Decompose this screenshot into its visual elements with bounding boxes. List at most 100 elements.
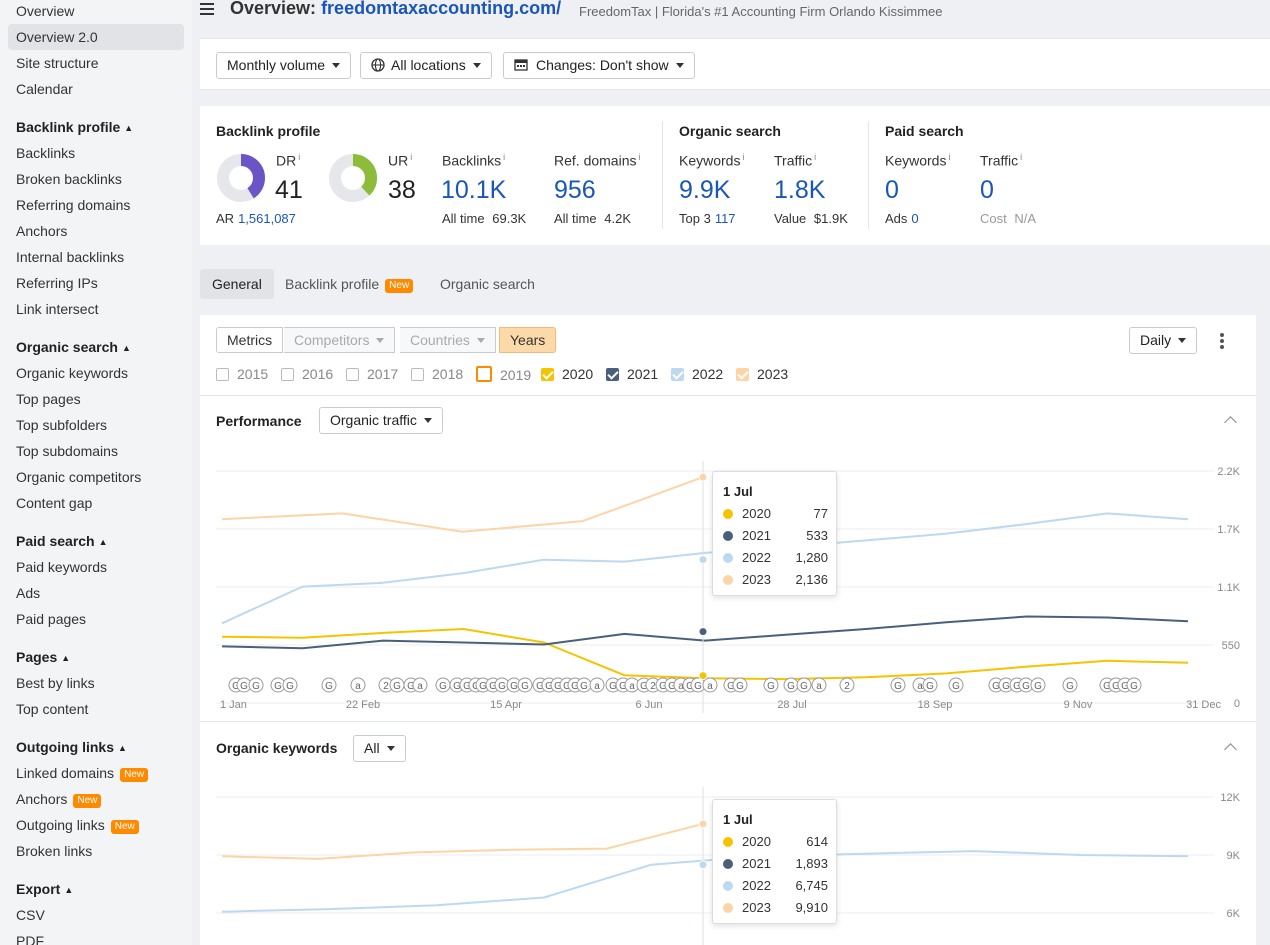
locations-dropdown[interactable]: All locations: [360, 52, 492, 79]
annotation-marker[interactable]: G: [389, 677, 405, 693]
paid-traffic-value[interactable]: 0: [980, 176, 994, 204]
sidebar-item-paid-keywords[interactable]: Paid keywords: [16, 559, 108, 575]
sidebar-item-internal-backlinks[interactable]: Internal backlinks: [16, 249, 125, 265]
annotation-marker[interactable]: G: [1062, 677, 1078, 693]
sidebar-item-top-content[interactable]: Top content: [16, 701, 89, 717]
annotation-marker[interactable]: G: [732, 677, 748, 693]
annotation-marker[interactable]: a: [702, 677, 718, 693]
tab-general[interactable]: General: [200, 269, 274, 299]
year-checkbox-2021[interactable]: 2021: [606, 366, 658, 382]
sidebar-item-content-gap[interactable]: Content gap: [16, 495, 93, 511]
year-checkbox-2022[interactable]: 2022: [671, 366, 723, 382]
series-line-2023[interactable]: [221, 476, 704, 533]
annotation-marker[interactable]: G: [890, 677, 906, 693]
tab-organic-search[interactable]: Organic search: [440, 276, 535, 292]
annotation-marker[interactable]: G: [517, 677, 533, 693]
sidebar-section-export[interactable]: Export ▲: [16, 881, 74, 897]
refdomains-value[interactable]: 956: [554, 176, 596, 204]
sidebar-item-outgoing-links[interactable]: Outgoing links New: [8, 812, 184, 838]
organic-keywords-chart[interactable]: 12K 9K 6K: [200, 777, 1256, 945]
annotation-marker[interactable]: a: [412, 677, 428, 693]
annotation-marker[interactable]: G: [948, 677, 964, 693]
year-checkbox-2019[interactable]: 2019: [476, 366, 531, 383]
sidebar-item-overview[interactable]: Overview: [16, 3, 75, 19]
sidebar-section-pages[interactable]: Pages ▲: [16, 649, 71, 665]
top3-value[interactable]: 117: [714, 211, 736, 226]
sidebar-item-calendar[interactable]: Calendar: [16, 81, 73, 97]
sidebar-item-top-pages[interactable]: Top pages: [16, 391, 81, 407]
sidebar-item-organic-competitors[interactable]: Organic competitors: [16, 469, 142, 485]
keywords-filter-dropdown[interactable]: All: [353, 735, 406, 762]
annotation-marker[interactable]: a: [811, 677, 827, 693]
segment-years[interactable]: Years: [499, 327, 557, 353]
sidebar-section-outgoing-links[interactable]: Outgoing links ▲: [16, 739, 127, 755]
year-checkbox-2015[interactable]: 2015: [216, 366, 268, 382]
series-line-2022[interactable]: [221, 850, 1189, 913]
annotation-marker[interactable]: G: [435, 677, 451, 693]
sidebar-section-paid-search[interactable]: Paid search ▲: [16, 533, 108, 549]
sidebar-item-top-subfolders[interactable]: Top subfolders: [16, 417, 108, 433]
sidebar-item-anchors[interactable]: Anchors: [16, 223, 68, 239]
collapse-chevron-icon[interactable]: [1224, 743, 1237, 756]
sidebar-item-pdf[interactable]: PDF: [16, 933, 44, 945]
year-checkbox-2018[interactable]: 2018: [411, 366, 463, 382]
sidebar-item-broken-backlinks[interactable]: Broken backlinks: [16, 171, 122, 187]
series-line-2023[interactable]: [221, 822, 704, 860]
year-checkbox-2023[interactable]: 2023: [736, 366, 788, 382]
sidebar-section-backlink-profile[interactable]: Backlink profile ▲: [16, 119, 134, 135]
sidebar-item-link-intersect[interactable]: Link intersect: [16, 301, 99, 317]
annotation-marker[interactable]: G: [282, 677, 298, 693]
sidebar-item-ads[interactable]: Ads: [16, 585, 41, 601]
sidebar-item-linked-domains[interactable]: Linked domains New: [8, 760, 184, 786]
annotation-marker[interactable]: G: [763, 677, 779, 693]
annotation-marker[interactable]: G: [1126, 677, 1142, 693]
sidebar-item-anchors[interactable]: Anchors New: [8, 786, 184, 812]
annotation-marker[interactable]: G: [796, 677, 812, 693]
annotation-marker[interactable]: G: [506, 677, 522, 693]
sidebar-item-csv[interactable]: CSV: [16, 907, 45, 923]
annotation-marker[interactable]: 2: [839, 677, 855, 693]
more-options-icon[interactable]: [1220, 333, 1224, 351]
sidebar-section-organic-search[interactable]: Organic search ▲: [16, 339, 131, 355]
organic-keywords-value[interactable]: 9.9K: [679, 176, 731, 204]
series-line-2022[interactable]: [221, 512, 1189, 625]
backlinks-value[interactable]: 10.1K: [441, 176, 507, 204]
annotation-marker[interactable]: G: [1030, 677, 1046, 693]
segment-countries[interactable]: Countries: [400, 327, 496, 353]
ar-value[interactable]: 1,561,087: [238, 211, 296, 226]
annotation-marker[interactable]: G: [494, 677, 510, 693]
paid-keywords-value[interactable]: 0: [885, 176, 899, 204]
collapse-chevron-icon[interactable]: [1224, 416, 1237, 429]
annotation-marker[interactable]: G: [922, 677, 938, 693]
organic-traffic-value[interactable]: 1.8K: [774, 176, 826, 204]
segment-competitors[interactable]: Competitors: [284, 327, 396, 353]
hamburger-menu-icon[interactable]: [200, 3, 214, 15]
changes-dropdown[interactable]: Changes: Don't show: [503, 52, 695, 79]
annotation-marker[interactable]: G: [576, 677, 592, 693]
sidebar-item-referring-ips[interactable]: Referring IPs: [16, 275, 98, 291]
sidebar-item-best-by-links[interactable]: Best by links: [16, 675, 95, 691]
sidebar-item-backlinks[interactable]: Backlinks: [16, 145, 76, 161]
year-checkbox-2020[interactable]: 2020: [541, 366, 593, 382]
sidebar-item-organic-keywords[interactable]: Organic keywords: [16, 365, 129, 381]
sidebar-item-broken-links[interactable]: Broken links: [16, 843, 93, 859]
sidebar-item-referring-domains[interactable]: Referring domains: [16, 197, 131, 213]
annotation-marker[interactable]: G: [1018, 677, 1034, 693]
annotation-marker[interactable]: a: [589, 677, 605, 693]
sidebar-item-paid-pages[interactable]: Paid pages: [16, 611, 87, 627]
sidebar-item-site-structure[interactable]: Site structure: [16, 55, 99, 71]
target-domain-link[interactable]: freedomtaxaccounting.com/: [321, 0, 562, 18]
annotation-marker[interactable]: a: [350, 677, 366, 693]
tab-backlink-profile[interactable]: Backlink profile New: [273, 269, 425, 299]
series-line-2021[interactable]: [221, 615, 1189, 650]
year-checkbox-2017[interactable]: 2017: [346, 366, 398, 382]
monthly-volume-dropdown[interactable]: Monthly volume: [216, 52, 352, 79]
sidebar-item-top-subdomains[interactable]: Top subdomains: [16, 443, 118, 459]
annotation-marker[interactable]: G: [248, 677, 264, 693]
performance-metric-dropdown[interactable]: Organic traffic: [319, 407, 443, 434]
performance-chart[interactable]: 2.2K 1.7K 1.1K 550 0 1 Jan 22 Feb 15 Apr 6 Jun 28…: [200, 451, 1256, 713]
annotation-marker[interactable]: G: [321, 677, 337, 693]
sidebar-item-overview-2-0[interactable]: Overview 2.0: [8, 24, 184, 50]
segment-metrics[interactable]: Metrics: [216, 327, 284, 353]
ads-value[interactable]: 0: [911, 211, 919, 226]
